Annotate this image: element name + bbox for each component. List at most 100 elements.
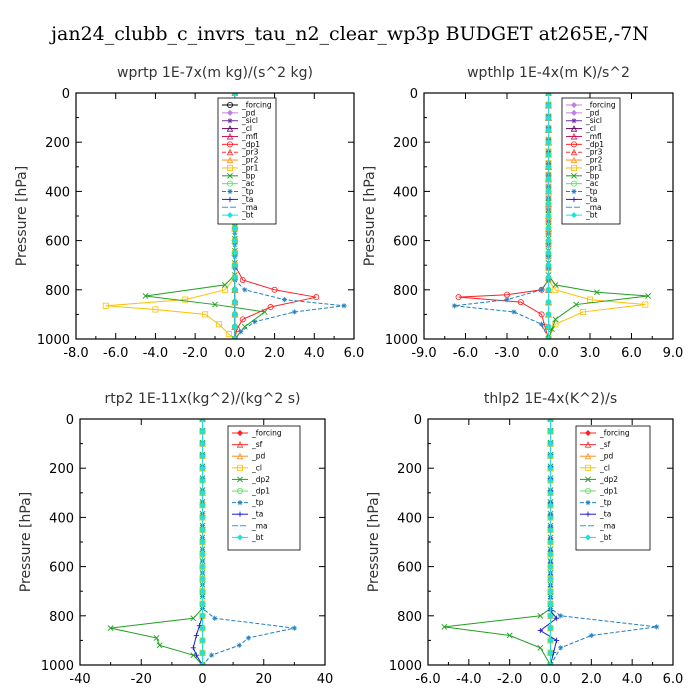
legend-label: _bt: [599, 533, 612, 542]
data-point: [199, 575, 206, 582]
legend-item: _pr1: [222, 163, 259, 172]
x-tick-label: -6.0: [453, 346, 478, 361]
legend-label: _tp: [599, 498, 612, 507]
data-point: [455, 294, 462, 301]
data-point: [199, 419, 206, 423]
y-tick-label: 800: [49, 610, 74, 625]
legend-marker: [226, 180, 233, 187]
plot-frame: [427, 418, 674, 666]
panel-title: thlp2 1E-4x(K^2)/s: [484, 391, 617, 407]
legend-marker: [226, 102, 233, 109]
data-point: [231, 93, 238, 97]
data-point: [547, 575, 554, 582]
data-point: [547, 489, 554, 496]
data-point: [236, 642, 242, 648]
series-group: [451, 93, 652, 339]
data-point: [199, 637, 206, 644]
legend-label: _dp1: [585, 140, 604, 149]
legend-label: _mfl: [241, 132, 258, 141]
legend-label: _ac: [241, 179, 254, 188]
y-tick-label: 600: [393, 235, 418, 250]
data-point: [231, 262, 238, 269]
data-point: [552, 281, 559, 288]
legend-label: _dp1: [599, 487, 618, 496]
data-point: [545, 163, 552, 170]
data-point: [547, 526, 554, 533]
data-point: [545, 323, 552, 330]
legend-item: _bt: [566, 211, 598, 220]
data-point: [199, 538, 206, 546]
x-tick-label: -20: [131, 672, 152, 687]
legend-label: _ma: [241, 203, 258, 212]
legend-item: _ma: [580, 521, 616, 530]
legend-item: _pd: [566, 108, 600, 117]
legend-marker: [236, 534, 244, 541]
y-tick-label: 0: [62, 87, 70, 102]
legend-box: [575, 425, 651, 551]
series-line-dp1: [234, 93, 317, 339]
legend-item: _dp1: [232, 487, 270, 496]
data-point: [587, 296, 594, 303]
x-tick-label: -2.0: [497, 672, 522, 687]
y-axis-label: Pressure [hPa]: [366, 492, 382, 592]
y-tick-label: 1000: [41, 659, 74, 674]
data-point: [221, 286, 228, 293]
data-point: [545, 102, 552, 109]
x-tick-label: -8.0: [63, 346, 88, 361]
legend-label: _ta: [585, 195, 597, 204]
legend-label: _bp: [241, 171, 256, 180]
legend-item: _bt: [232, 533, 264, 542]
legend-item: _ac: [566, 179, 598, 188]
data-point: [202, 311, 209, 318]
legend-label: _ma: [251, 521, 268, 530]
x-tick-label: 6.0: [621, 346, 642, 361]
legend-marker: [237, 511, 243, 517]
y-tick-label: 1000: [37, 333, 70, 348]
data-point: [199, 612, 206, 619]
legend-item: _ta: [222, 195, 253, 204]
legend-item: _pr2: [222, 156, 259, 165]
data-point: [645, 293, 652, 299]
y-tick-label: 1000: [389, 659, 422, 674]
data-point: [554, 615, 560, 621]
legend-marker: [570, 148, 578, 156]
y-tick-label: 400: [45, 185, 70, 200]
legend-item: _bt: [222, 211, 254, 220]
legend-marker: [585, 487, 592, 494]
legend-label: _cl: [599, 463, 610, 472]
data-point: [547, 502, 554, 509]
data-point: [199, 661, 206, 665]
legend-label: _dp1: [241, 140, 260, 149]
legend-marker: [571, 141, 578, 148]
data-point: [341, 303, 347, 309]
x-tick-label: 0.0: [225, 346, 246, 361]
legend-item: _mfl: [566, 132, 602, 141]
data-point: [271, 286, 278, 293]
data-point: [209, 652, 215, 658]
legend-marker: [226, 164, 233, 171]
legend-marker: [570, 132, 578, 140]
data-point: [545, 188, 552, 195]
x-tick-label: -4.0: [143, 346, 168, 361]
data-point: [588, 632, 594, 639]
legend-item: _pd: [580, 452, 614, 461]
legend-marker: [237, 500, 243, 506]
legend: _forcing _sf _pd _cl _dp2 _dp1 _tp _ta _ma _bt: [227, 425, 301, 551]
data-point: [547, 538, 554, 546]
panel-title: wprtp 1E-7x(m kg)/(s^2 kg): [117, 65, 313, 81]
legend-item: _cl: [222, 124, 252, 133]
legend-marker: [226, 109, 234, 116]
data-point: [241, 323, 248, 330]
data-point: [547, 563, 554, 570]
y-tick-label: 0: [414, 413, 422, 428]
y-axis-label: Pressure [hPa]: [18, 492, 34, 592]
data-point: [156, 642, 163, 649]
data-point: [231, 286, 238, 293]
data-point: [547, 428, 554, 435]
legend-item: _ma: [222, 203, 258, 212]
x-tick-label: -4.0: [456, 672, 481, 687]
plot-frame: [423, 92, 674, 340]
legend-label: _ta: [251, 510, 263, 519]
legend-box: [217, 97, 277, 225]
